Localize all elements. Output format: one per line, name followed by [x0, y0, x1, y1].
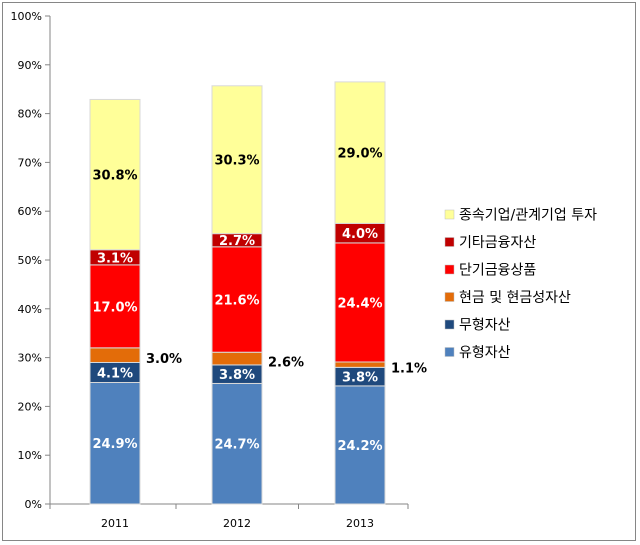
legend-label: 무형자산 [459, 318, 511, 334]
data-label: 30.8% [92, 169, 137, 184]
bar-segment [89, 347, 141, 363]
x-tick-label: 2011 [101, 517, 129, 530]
x-tick-label: 2012 [223, 517, 251, 530]
y-tick-label: 0% [25, 498, 42, 511]
y-tick-label: 90% [18, 59, 42, 72]
bar-segment [334, 361, 386, 368]
chart-frame [2, 2, 636, 541]
data-label: 29.0% [337, 147, 382, 162]
data-label: 24.9% [92, 437, 137, 452]
legend-swatch [444, 347, 455, 357]
data-label: 3.8% [219, 368, 255, 383]
data-label: 21.6% [214, 294, 259, 309]
legend-label: 유형자산 [459, 345, 511, 361]
data-label: 2.6% [268, 356, 304, 371]
bar-segment [211, 85, 263, 235]
y-tick-label: 100% [11, 10, 42, 23]
bar-segment [334, 81, 386, 224]
legend-label: 현금 및 현금성자산 [459, 290, 571, 306]
data-label: 4.0% [342, 227, 378, 242]
legend-swatch [444, 237, 455, 247]
x-tick-label: 2013 [346, 517, 374, 530]
bar-segment [89, 264, 141, 349]
y-tick-label: 60% [18, 205, 42, 218]
bar-segment [334, 242, 386, 363]
legend-swatch [444, 319, 455, 330]
y-tick-label: 40% [18, 303, 42, 316]
data-label: 24.4% [337, 296, 382, 311]
y-tick-label: 70% [18, 156, 42, 169]
legend-label: 단기금융상품 [459, 263, 536, 279]
legend-swatch [444, 209, 455, 220]
bar-segment [89, 381, 141, 505]
bar-segment [211, 382, 263, 505]
y-tick-label: 20% [18, 400, 42, 413]
data-label: 17.0% [92, 300, 137, 315]
data-label: 3.0% [146, 352, 182, 367]
y-tick-label: 80% [18, 108, 42, 121]
data-label: 2.7% [219, 234, 255, 249]
data-label: 24.2% [337, 439, 382, 454]
legend-label: 기타금융자산 [459, 235, 536, 251]
data-label: 24.7% [214, 438, 259, 453]
data-label: 3.8% [342, 371, 378, 386]
bar-segment [211, 351, 263, 366]
bar-segment [89, 98, 141, 251]
y-tick-label: 30% [18, 352, 42, 365]
data-label: 4.1% [97, 366, 133, 381]
legend-swatch [444, 264, 455, 275]
bar-segment [334, 385, 386, 505]
legend-swatch [444, 292, 455, 302]
data-label: 30.3% [214, 154, 259, 169]
data-label: 1.1% [391, 362, 427, 377]
y-tick-label: 10% [18, 449, 42, 462]
y-tick-label: 50% [18, 254, 42, 267]
bar-segment [211, 246, 263, 353]
legend-label: 종속기업/관계기업 투자 [459, 208, 597, 224]
data-label: 3.1% [97, 251, 133, 266]
